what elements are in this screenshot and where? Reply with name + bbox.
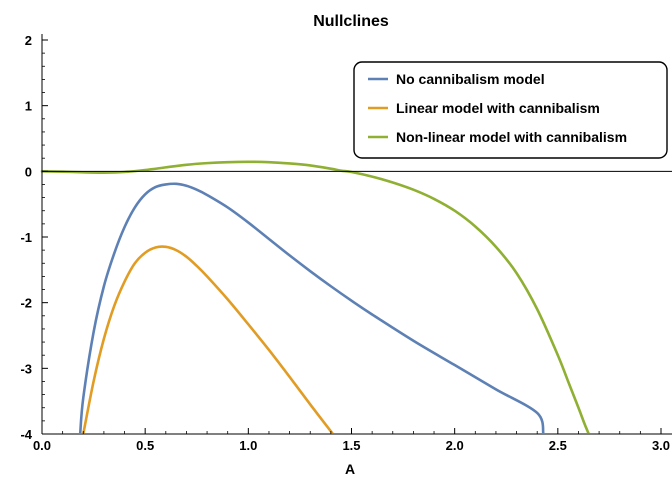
y-tick-label: 2 xyxy=(25,33,32,48)
y-tick-label: 0 xyxy=(25,164,32,179)
axes: 0.0 0.5 1.0 1.5 2.0 2.5 3.0 -4 -3 -2 -1 0 1 2 xyxy=(20,33,672,453)
y-tick-label: -4 xyxy=(20,427,32,442)
legend: No cannibalism model Linear model with ca… xyxy=(353,61,668,159)
legend-label-no-cannibalism: No cannibalism model xyxy=(396,71,545,87)
y-tick-label: -1 xyxy=(20,230,32,245)
x-tick-label: 2.0 xyxy=(446,438,464,453)
chart-title: Nullclines xyxy=(313,13,389,30)
y-tick-label: 1 xyxy=(25,99,32,114)
legend-box xyxy=(353,61,668,159)
x-tick-label: 1.0 xyxy=(239,438,257,453)
x-tick-label: 3.0 xyxy=(652,438,670,453)
x-tick-label: 2.5 xyxy=(549,438,567,453)
y-tick-label: -2 xyxy=(20,296,32,311)
x-axis-label: A xyxy=(345,461,355,477)
x-tick-label: 0.5 xyxy=(136,438,154,453)
legend-label-linear-cannibalism: Linear model with cannibalism xyxy=(396,100,600,116)
series-line-nonlinear-cannibalism xyxy=(40,160,590,433)
series-line-no-cannibalism xyxy=(78,182,545,433)
series-line-linear-cannibalism xyxy=(82,245,334,433)
series-group xyxy=(40,160,590,433)
y-tick-label: -3 xyxy=(20,361,32,376)
legend-label-nonlinear-cannibalism: Non-linear model with cannibalism xyxy=(396,129,627,145)
x-tick-label: 1.5 xyxy=(342,438,360,453)
x-tick-label: 0.0 xyxy=(33,438,51,453)
